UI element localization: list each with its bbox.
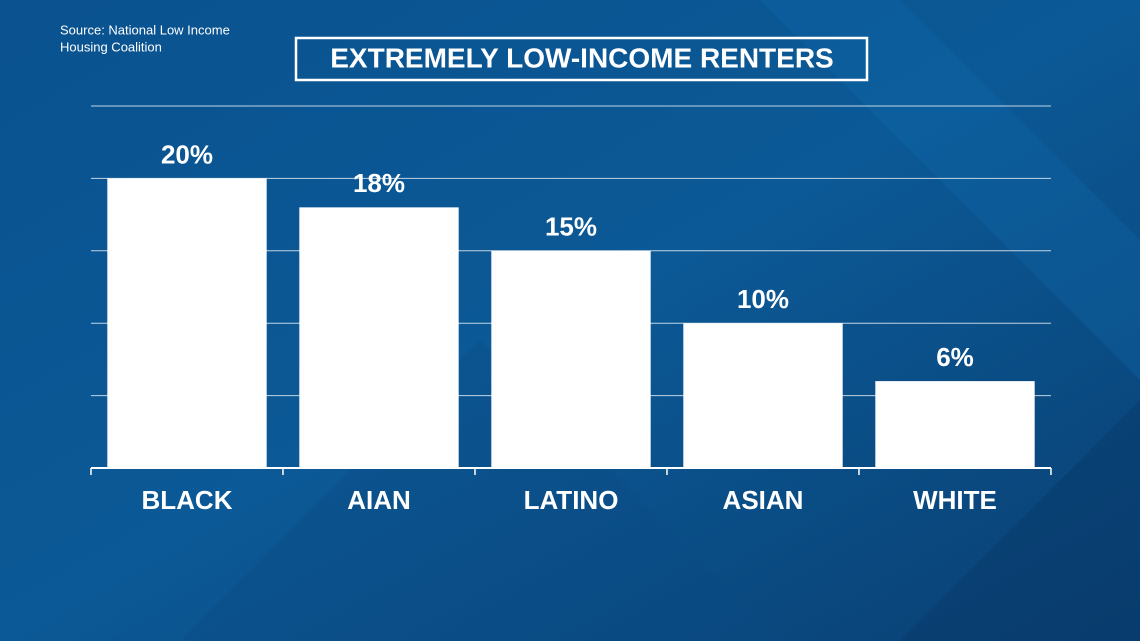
value-label: 20% [161,139,213,169]
value-label: 10% [737,284,789,314]
x-tick-label: ASIAN [723,485,804,515]
value-label: 18% [353,168,405,198]
source-line: Housing Coalition [60,39,162,54]
source-line: Source: National Low Income [60,22,230,37]
decoration [180,340,780,641]
value-label: 6% [936,342,974,372]
bar [875,381,1035,468]
chart-title: EXTREMELY LOW-INCOME RENTERS [330,42,833,73]
decoration [520,0,1140,380]
bar [299,207,459,469]
x-tick-label: LATINO [524,485,619,515]
bar [491,250,651,468]
bar [683,323,843,468]
x-tick-label: AIAN [347,485,411,515]
x-tick-label: WHITE [913,485,997,515]
decoration [900,400,1140,641]
value-label: 15% [545,212,597,242]
bar [107,178,267,468]
x-tick-label: BLACK [142,485,233,515]
title-box [294,36,869,82]
